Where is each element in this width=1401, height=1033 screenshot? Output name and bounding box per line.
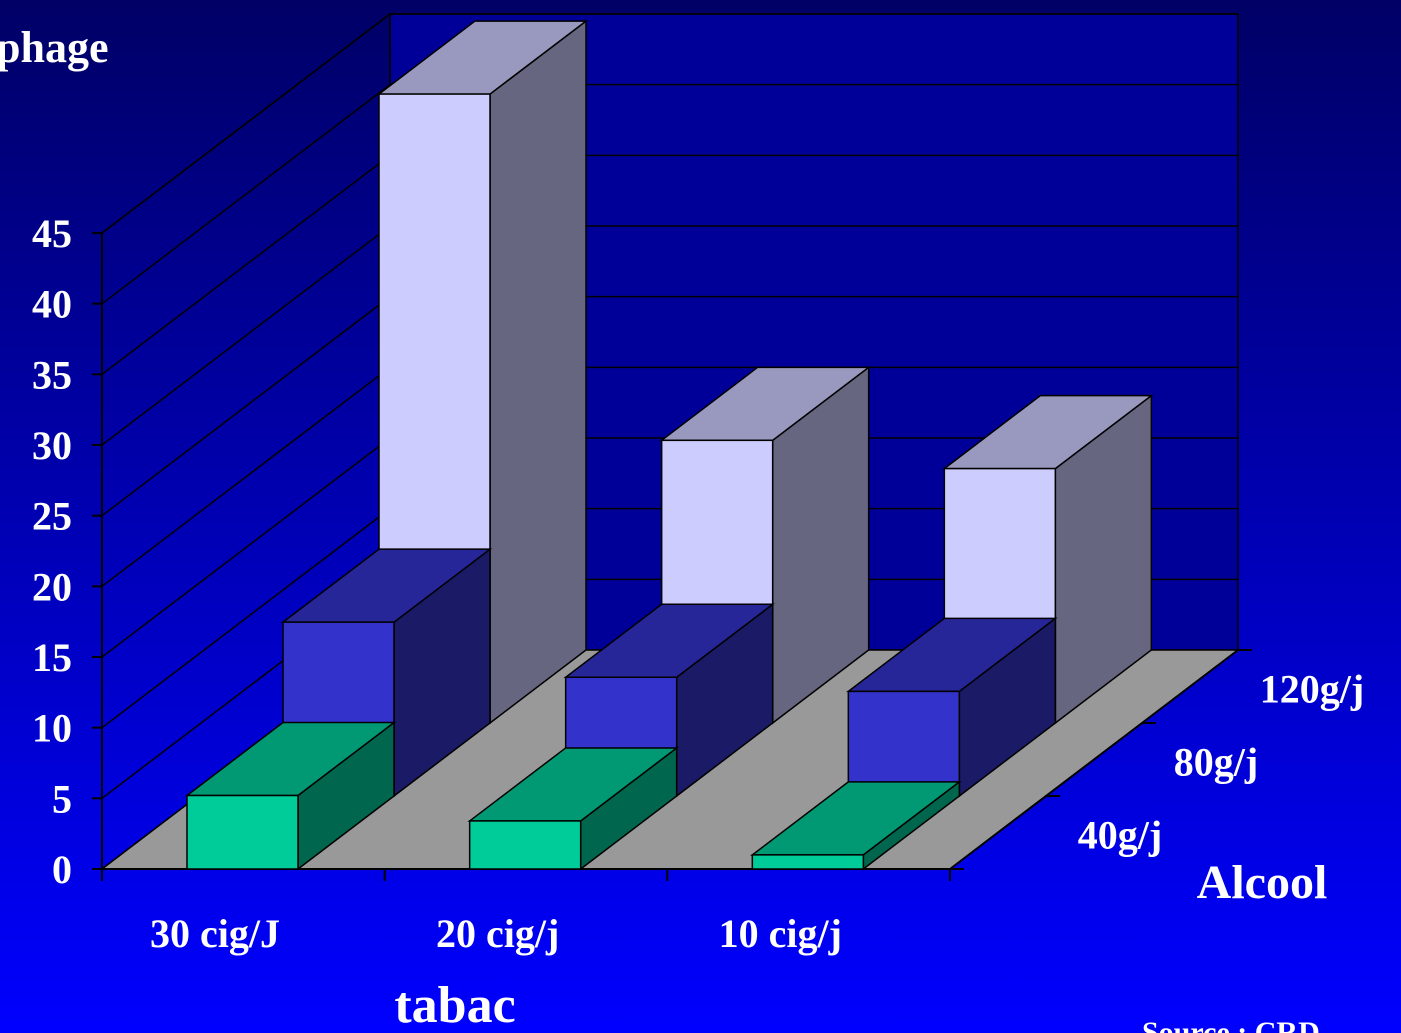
grid-line (101, 437, 391, 658)
y-tick-label: 30 (32, 423, 72, 468)
chart-title: phage (0, 23, 108, 72)
y-tick-label: 0 (52, 847, 72, 892)
legend-label: 40g/j (1078, 813, 1162, 858)
x-axis-title: tabac (394, 977, 515, 1033)
y-tick-label: 25 (32, 494, 72, 539)
x-tick-label: 10 cig/j (719, 911, 842, 956)
z-axis (949, 649, 1239, 870)
bar-side (489, 19, 587, 725)
grid-line (101, 154, 391, 375)
grid-line (101, 84, 391, 305)
y-tick-label: 15 (32, 635, 72, 680)
grid-line (101, 225, 391, 446)
grid-line (101, 508, 391, 729)
y-tick-label: 45 (32, 211, 72, 256)
y-tick-label: 10 (32, 706, 72, 751)
y-tick-label: 5 (52, 776, 72, 821)
legend-label: 120g/j (1260, 667, 1364, 712)
bar (186, 794, 299, 870)
x-tick-label: 20 cig/j (436, 911, 559, 956)
grid-line (101, 13, 391, 234)
legend-label: 80g/j (1174, 740, 1258, 785)
bar (751, 854, 865, 870)
grid-line (101, 296, 391, 517)
y-tick-label: 35 (32, 352, 72, 397)
z-axis-title: Alcool (1197, 856, 1328, 909)
source: Source : CRD (1142, 1016, 1320, 1033)
x-tick-label: 30 cig/J (150, 911, 280, 956)
bar (847, 690, 961, 797)
grid-line (101, 366, 391, 587)
y-tick-label: 40 (32, 282, 72, 327)
y-tick-label: 20 (32, 564, 72, 609)
bar (468, 820, 582, 870)
